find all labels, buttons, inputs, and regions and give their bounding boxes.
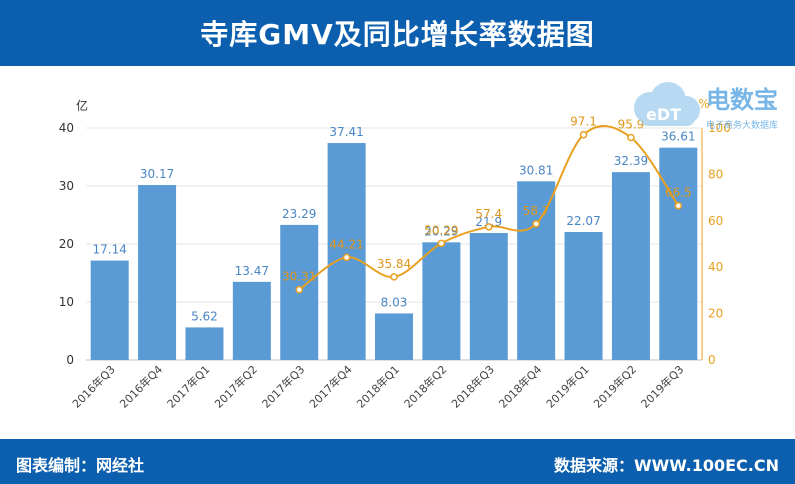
x-tick-label: 2017年Q2: [211, 362, 260, 411]
bar: [327, 143, 366, 360]
y-tick-label: 30: [59, 179, 74, 193]
y2-tick-label: 80: [708, 167, 723, 181]
bar-data-label: 32.39: [614, 154, 648, 168]
header-bar: 寺库GMV及同比增长率数据图: [0, 0, 795, 66]
x-tick-label: 2018年Q2: [401, 362, 450, 411]
line-point: [437, 239, 446, 248]
bar: [517, 181, 556, 360]
y2-tick-label: 100: [708, 121, 731, 135]
line-data-label: 44.21: [329, 237, 363, 251]
bar-data-label: 5.62: [191, 309, 218, 323]
line-point: [627, 133, 635, 142]
footer-bar: 图表编制：网经社 数据来源：WWW.100EC.CN: [0, 439, 795, 484]
x-tick-label: 2019年Q2: [590, 362, 639, 411]
line-data-label: 95.9: [618, 118, 645, 132]
bar-data-label: 36.61: [661, 130, 695, 144]
line-point: [674, 201, 683, 210]
footer-editor: 图表编制：网经社: [16, 456, 145, 475]
bar: [422, 242, 461, 360]
bar-data-label: 37.41: [329, 125, 363, 139]
y-axis-label: 亿: [76, 98, 88, 113]
line-point: [295, 285, 303, 294]
logo: eDT 电数宝 电子商务大数据库: [620, 70, 790, 140]
x-tick-label: 2019年Q1: [543, 362, 592, 411]
line-point: [485, 223, 493, 231]
bar-data-label: 21.9: [475, 215, 502, 229]
line-data-label: 66.5: [665, 186, 692, 200]
x-tick-label: 2017年Q4: [306, 362, 355, 411]
growth-line: [298, 125, 680, 291]
x-tick-label: 2017年Q3: [259, 362, 308, 411]
bar-data-label: 13.47: [235, 264, 269, 278]
bar: [611, 172, 650, 360]
bar: [469, 232, 508, 360]
line-data-label: 97.1: [570, 115, 597, 129]
x-tick-label: 2016年Q3: [69, 362, 118, 411]
bar: [375, 313, 413, 360]
line-data-label: 35.84: [377, 257, 411, 271]
y2-tick-label: 20: [708, 307, 723, 321]
bar: [90, 260, 129, 360]
y2-axis-label: %: [698, 97, 709, 111]
y-tick-label: 40: [59, 121, 74, 135]
bar: [564, 231, 603, 360]
line-data-label: 58.7: [523, 204, 550, 218]
bar-data-label: 30.17: [140, 167, 174, 181]
logo-text: 电数宝: [706, 86, 778, 114]
line-data-label: 50.29: [424, 223, 458, 237]
logo-graphic: eDT 电数宝 电子商务大数据库: [634, 82, 778, 131]
chart-area: 0 10 20 30 40 0 20 40 60 80 100 亿% 17.14 30.17 5.62 13.…: [0, 66, 795, 439]
bar: [659, 147, 698, 360]
page-title: 寺库GMV及同比增长率数据图: [200, 18, 595, 51]
y-tick-label: 10: [59, 295, 74, 309]
x-tick-label: 2018年Q1: [354, 362, 403, 411]
bar: [138, 185, 177, 360]
combo-chart: 0 10 20 30 40 0 20 40 60 80 100 亿 % 17.14 30.17 5.62 13.…: [59, 97, 731, 411]
bar-data-label: 30.81: [519, 163, 553, 177]
bar-data-label: 17.14: [93, 243, 127, 257]
x-tick-label: 2018年Q4: [496, 362, 545, 411]
line-point: [390, 273, 398, 281]
x-tick-label: 2016年Q4: [117, 362, 166, 411]
y-tick-label: 20: [59, 237, 74, 251]
bar-data-label: 20.29: [424, 224, 458, 238]
x-tick-label: 2018年Q3: [448, 362, 497, 411]
line-data-label: 57.4: [475, 207, 502, 221]
x-tick-label: 2017年Q1: [164, 362, 213, 411]
footer-source: 数据来源：WWW.100EC.CN: [553, 456, 779, 475]
bar-data-label: 8.03: [381, 295, 408, 309]
bar: [185, 327, 224, 360]
y2-tick-label: 0: [708, 353, 716, 367]
x-tick-label: 2019年Q3: [638, 362, 687, 411]
y-tick-label: 0: [66, 353, 74, 367]
logo-badge: eDT: [646, 105, 681, 124]
bar-data-label: 23.29: [282, 207, 316, 221]
line-point: [342, 253, 351, 262]
logo-subtext: 电子商务大数据库: [706, 119, 778, 131]
line-point: [532, 220, 540, 228]
y2-tick-label: 40: [708, 260, 723, 274]
line-data-label: 30.31: [282, 270, 316, 284]
bar: [232, 281, 271, 360]
line-point: [579, 130, 588, 139]
bar-data-label: 22.07: [566, 214, 600, 228]
y2-tick-label: 60: [708, 214, 723, 228]
